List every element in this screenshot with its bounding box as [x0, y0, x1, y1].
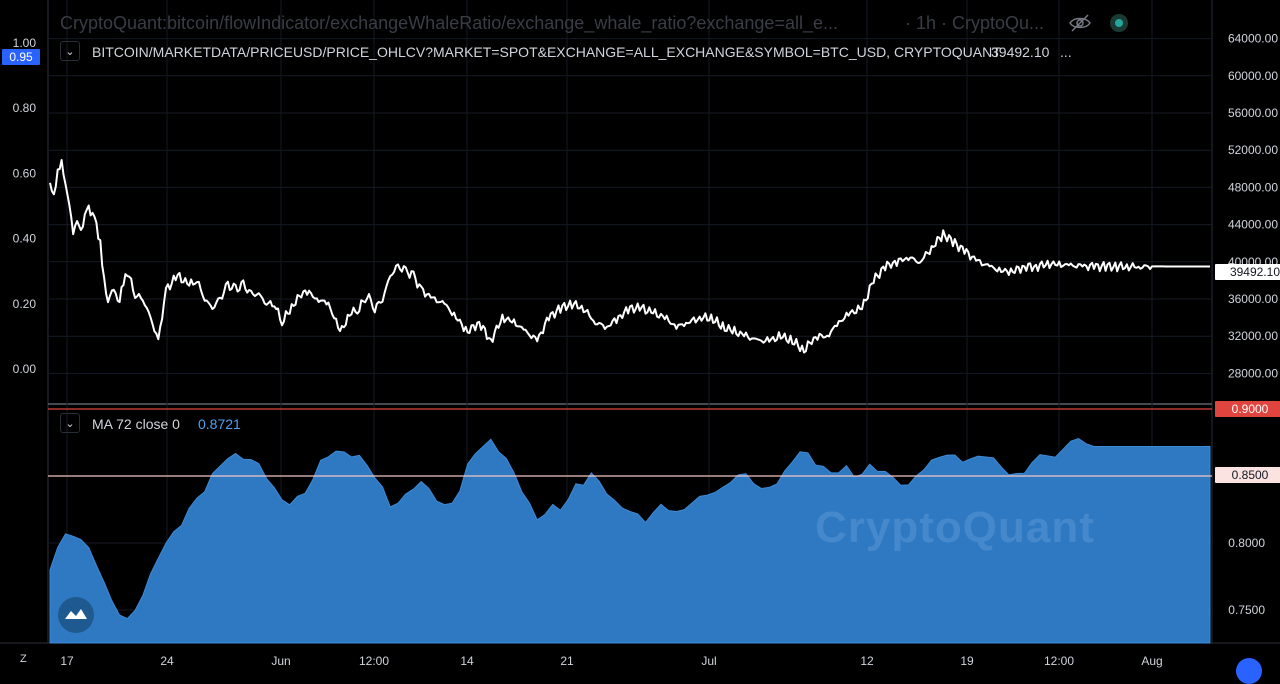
chevron-down-icon: ⌄ — [65, 45, 75, 58]
left-tick-label: 0.00 — [13, 362, 37, 376]
zoom-z-button[interactable]: Z — [20, 653, 27, 665]
collapse-price-legend-button[interactable]: ⌄ — [60, 41, 80, 61]
right-tick-label: 56000.00 — [1228, 106, 1278, 120]
x-tick-label: Jun — [271, 654, 290, 668]
price-legend-value: 39492.10 — [991, 44, 1050, 60]
price-legend-more[interactable]: ... — [1060, 44, 1072, 60]
x-tick-label: 21 — [560, 654, 574, 668]
price-legend-symbol: BITCOIN/MARKETDATA/PRICEUSD/PRICE_OHLCV?… — [92, 44, 1001, 60]
green-dot-icon — [1115, 19, 1123, 27]
chevron-down-icon: ⌄ — [65, 417, 75, 430]
right-tick-label: 32000.00 — [1228, 329, 1278, 343]
eye-off-icon[interactable] — [1068, 12, 1092, 34]
price-badge: 39492.10 — [1215, 264, 1280, 280]
x-tick-label: 14 — [460, 654, 474, 668]
collapse-ma-legend-button[interactable]: ⌄ — [60, 413, 80, 433]
ma-tick-label: 0.7500 — [1228, 603, 1265, 617]
x-tick-label: Jul — [701, 654, 716, 668]
ma-area-series — [49, 437, 1211, 644]
left-tick-label: 0.20 — [13, 297, 37, 311]
chart-title: CryptoQuant:bitcoin/flowIndicator/exchan… — [60, 13, 838, 33]
cryptoquant-logo-icon[interactable] — [58, 597, 94, 633]
price-series-line — [49, 159, 1210, 354]
ma-tick-label: 0.8000 — [1228, 536, 1265, 550]
status-indicator — [1110, 14, 1128, 32]
x-tick-label: 12 — [860, 654, 874, 668]
left-tick-label: 0.80 — [13, 101, 37, 115]
left-tick-label: 1.00 — [13, 36, 37, 50]
left-tick-label: 0.40 — [13, 232, 37, 246]
x-tick-label: Aug — [1141, 654, 1162, 668]
watermark-text: CryptoQuant — [815, 503, 1095, 552]
x-tick-label: 19 — [960, 654, 974, 668]
right-tick-label: 48000.00 — [1228, 180, 1278, 194]
x-tick-label: 17 — [60, 654, 74, 668]
left-axis-badge: 0.95 — [2, 49, 40, 65]
x-tick-label: 12:00 — [359, 654, 389, 668]
lower-line-badge: 0.8500 — [1215, 467, 1280, 483]
left-tick-label: 0.60 — [13, 166, 37, 180]
right-tick-label: 28000.00 — [1228, 366, 1278, 380]
right-tick-label: 64000.00 — [1228, 32, 1278, 46]
ma-legend-name: MA 72 close 0 — [92, 416, 180, 432]
upper-line-badge: 0.9000 — [1215, 401, 1280, 417]
right-tick-label: 60000.00 — [1228, 69, 1278, 83]
right-tick-label: 44000.00 — [1228, 218, 1278, 232]
right-tick-label: 52000.00 — [1228, 143, 1278, 157]
ma-legend-value: 0.8721 — [198, 416, 241, 432]
scroll-to-latest-button[interactable] — [1236, 658, 1262, 684]
right-tick-label: 36000.00 — [1228, 292, 1278, 306]
x-tick-label: 24 — [160, 654, 174, 668]
x-tick-label: 12:00 — [1044, 654, 1074, 668]
chart-interval: · 1h · CryptoQu... — [905, 13, 1045, 33]
